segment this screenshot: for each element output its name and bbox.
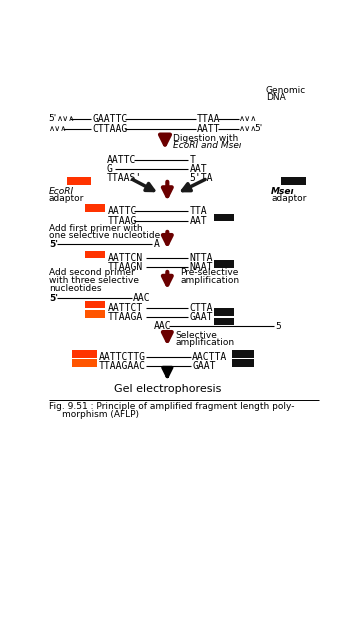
Text: Selective: Selective	[175, 330, 217, 340]
Text: GAAT: GAAT	[190, 312, 213, 322]
Text: 5: 5	[275, 322, 281, 330]
Text: ∧∨∧: ∧∨∧	[239, 124, 258, 133]
Text: AAT: AAT	[190, 216, 208, 226]
Bar	[214, 214, 234, 221]
Text: with three selective: with three selective	[49, 276, 139, 285]
Text: morphism (AFLP): morphism (AFLP)	[62, 410, 139, 419]
Text: AATTCTTG: AATTCTTG	[99, 352, 146, 362]
Bar	[85, 204, 105, 212]
Bar	[66, 177, 92, 185]
Text: ∧∨∧: ∧∨∧	[49, 124, 67, 133]
Text: Gel electrophoresis: Gel electrophoresis	[114, 384, 221, 394]
Text: Add first primer with: Add first primer with	[49, 224, 143, 233]
Bar	[72, 359, 97, 367]
Bar	[85, 310, 105, 318]
Text: Pre-selective: Pre-selective	[181, 269, 239, 278]
Text: NTTA: NTTA	[190, 253, 213, 262]
Text: A: A	[153, 239, 159, 249]
Bar	[72, 350, 97, 358]
Text: AATTC: AATTC	[107, 155, 136, 165]
Text: 5': 5'	[254, 124, 262, 133]
Bar	[214, 318, 234, 325]
Text: AAT: AAT	[190, 164, 208, 174]
Text: AATTCN: AATTCN	[108, 253, 143, 262]
Text: TTAAS': TTAAS'	[107, 173, 142, 183]
Text: CTTAAG: CTTAAG	[92, 124, 127, 134]
Bar	[232, 359, 254, 367]
Bar	[281, 177, 306, 185]
Text: G: G	[107, 164, 113, 174]
Text: DNA: DNA	[266, 93, 285, 102]
Text: one selective nucleotide: one selective nucleotide	[49, 232, 160, 241]
Text: NAAT: NAAT	[190, 262, 213, 272]
Text: Mseı: Mseı	[271, 187, 295, 196]
Bar	[214, 260, 234, 267]
Text: CTTA: CTTA	[190, 302, 213, 313]
Text: Add second primer: Add second primer	[49, 269, 135, 278]
Text: TTAA: TTAA	[197, 114, 220, 124]
Text: ∧∨∧: ∧∨∧	[239, 114, 258, 123]
Text: TTAAGAAC: TTAAGAAC	[99, 361, 146, 371]
Text: AAC: AAC	[153, 321, 171, 331]
Text: EcoRI and Mseı: EcoRI and Mseı	[173, 142, 241, 151]
Text: 5'TA: 5'TA	[190, 173, 213, 183]
Text: Genomic: Genomic	[266, 86, 306, 95]
Text: AATTCT: AATTCT	[108, 302, 143, 313]
Bar	[85, 300, 105, 308]
Text: AACTTA: AACTTA	[192, 352, 227, 362]
Bar	[214, 308, 234, 316]
Text: adaptor: adaptor	[49, 195, 84, 204]
Text: EcoRI: EcoRI	[49, 187, 74, 196]
Text: 5': 5'	[49, 294, 58, 303]
Text: TTAAG: TTAAG	[108, 216, 137, 226]
Text: T: T	[190, 155, 196, 165]
Text: amplification: amplification	[175, 339, 234, 348]
Text: AATTC: AATTC	[108, 206, 137, 216]
Text: TTA: TTA	[190, 206, 208, 216]
Text: AATT: AATT	[197, 124, 220, 134]
Text: ∧∨∧: ∧∨∧	[56, 114, 75, 123]
Text: GAAT: GAAT	[192, 361, 216, 371]
Text: 5': 5'	[49, 240, 58, 249]
Bar	[85, 251, 105, 258]
Text: adaptor: adaptor	[271, 195, 307, 204]
Text: nucleotides: nucleotides	[49, 284, 101, 293]
Text: AAC: AAC	[133, 293, 151, 303]
Text: Digestion with: Digestion with	[173, 133, 238, 143]
Text: TTAAGN: TTAAGN	[108, 262, 143, 272]
Bar	[232, 350, 254, 358]
Text: Fig. 9.51 : Principle of amplified fragment length poly-: Fig. 9.51 : Principle of amplified fragm…	[49, 401, 294, 411]
Text: 5': 5'	[49, 114, 57, 123]
Text: TTAAGA: TTAAGA	[108, 312, 143, 322]
Text: amplification: amplification	[181, 276, 239, 285]
Text: GAATTC: GAATTC	[92, 114, 127, 124]
